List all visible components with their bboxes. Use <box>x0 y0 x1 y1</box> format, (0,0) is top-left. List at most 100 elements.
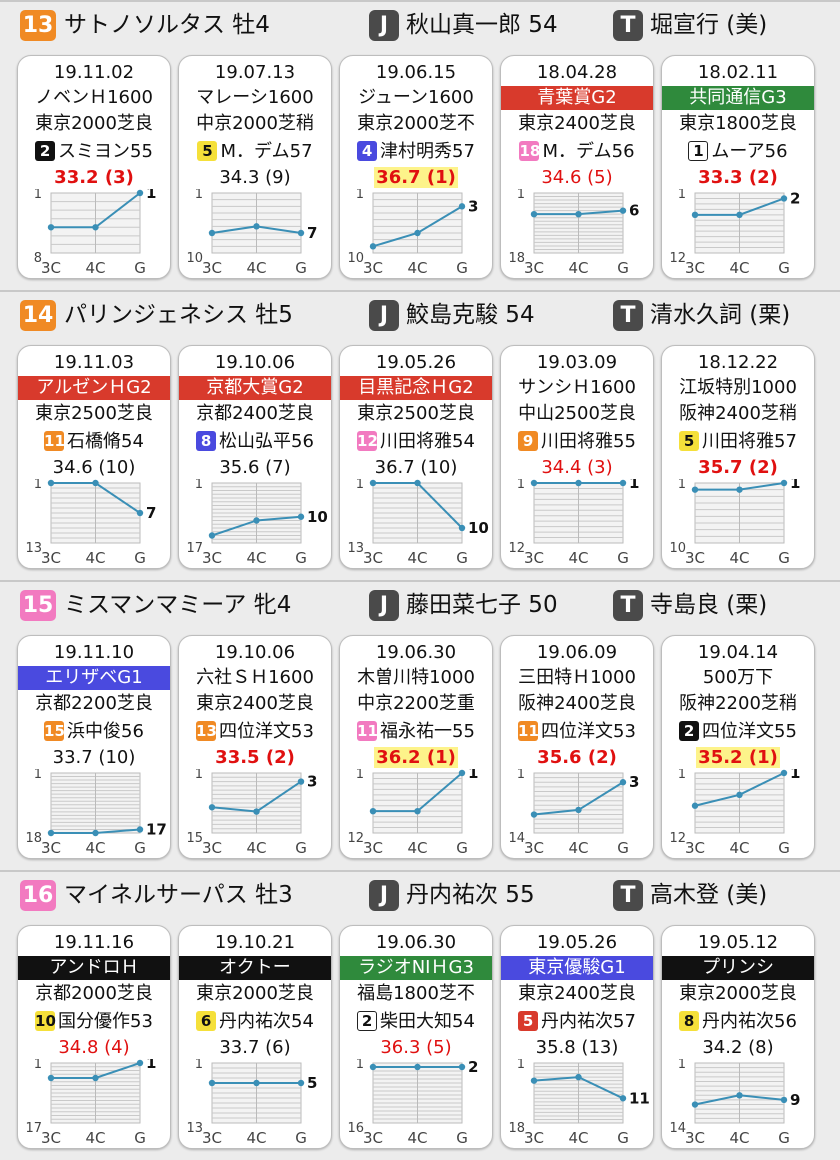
past-race-card[interactable]: 18.02.11 共同通信G3 東京1800芝良 1 ムーア56 33.3 (2) 1 12 3… <box>661 55 815 279</box>
position-point <box>575 479 582 487</box>
position-point <box>736 486 743 493</box>
gate-number-badge: 2 <box>357 1011 378 1031</box>
position-point <box>619 207 627 214</box>
trainer-badge-icon: T <box>613 880 643 911</box>
race-course: 東京2500芝良 <box>35 403 153 424</box>
position-chart: 1 18 3C 4C G 6 <box>501 189 653 278</box>
position-point <box>619 1095 627 1102</box>
gate-number-badge: 11 <box>518 721 539 741</box>
horse-separator <box>0 580 840 582</box>
horse-name[interactable]: パリンジェネシス 牡5 <box>64 302 293 328</box>
last3f-time-position: 35.6 (2) <box>501 747 653 769</box>
position-point <box>136 509 144 517</box>
chart-axis-bottom-label: 12 <box>669 251 686 266</box>
race-course: 東京2000芝不 <box>357 113 475 134</box>
gate-number-badge: 11 <box>44 431 65 451</box>
past-race-card[interactable]: 19.10.06 六社ＳＨ1600 東京2400芝良 13 四位洋文53 33.5 (2)… <box>178 635 332 859</box>
chart-axis-bottom-label: 10 <box>669 541 686 556</box>
gate-number-badge: 2 <box>35 141 56 161</box>
past-race-card[interactable]: 19.04.14 500万下 阪神2200芝稍 2 四位洋文55 35.2 (1) 1 12 3… <box>661 635 815 859</box>
past-race-card[interactable]: 19.11.03 アルゼンＨG2 東京2500芝良 11 石橋脩54 34.6 (10) 1… <box>17 345 171 569</box>
race-jockey: 福永祐一55 <box>380 721 475 742</box>
position-point <box>253 1079 260 1087</box>
chart-axis-bottom-label: 18 <box>25 831 42 846</box>
finish-position-label: 3 <box>468 197 478 215</box>
position-point <box>736 211 743 219</box>
past-race-card[interactable]: 19.11.10 エリザベG1 京都2200芝良 15 浜中俊56 33.7 (10) 1 1… <box>17 635 171 859</box>
past-race-card[interactable]: 18.12.22 江坂特別1000 阪神2400芝稍 5 川田将雅57 35.7 (2) 1… <box>661 345 815 569</box>
position-point <box>208 532 216 539</box>
race-jockey: 柴田大知54 <box>380 1011 475 1032</box>
chart-x-tick-label: 4C <box>407 839 427 857</box>
chart-axis-top-label: 1 <box>356 769 364 782</box>
chart-axis-bottom-label: 16 <box>347 1121 364 1136</box>
past-race-card[interactable]: 19.05.26 東京優駿G1 東京2400芝良 5 丹内祐次57 35.8 (13) 1 1… <box>500 925 654 1149</box>
chart-x-tick-label: 3C <box>685 1129 705 1147</box>
time-position-text: 35.6 (7) <box>219 457 291 478</box>
past-race-card[interactable]: 19.11.16 アンドロＨ 京都2000芝良 10 国分優作53 34.8 (4) 1 17… <box>17 925 171 1149</box>
past-race-card[interactable]: 19.05.26 目黒記念ＨG2 東京2500芝良 12 川田将雅54 36.7 (10)… <box>339 345 493 569</box>
race-date: 19.04.14 <box>697 642 779 663</box>
past-race-card[interactable]: 19.06.30 ラジオNIＨG3 福島1800芝不 2 柴田大知54 36.3 (5) 1… <box>339 925 493 1149</box>
past-race-card[interactable]: 19.06.30 木曽川特1000 中京2200芝重 11 福永祐一55 36.2 (1)… <box>339 635 493 859</box>
position-point <box>136 826 144 833</box>
position-point <box>253 223 260 230</box>
race-name: 三田特Ｈ1000 <box>518 667 636 688</box>
race-date: 19.11.02 <box>53 62 135 83</box>
chart-x-tick-label: 3C <box>202 1129 222 1147</box>
past-race-card[interactable]: 19.03.09 サンシＨ1600 中山2500芝良 9 川田将雅55 34.4 (3) 1… <box>500 345 654 569</box>
chart-x-tick-label: 4C <box>85 259 105 277</box>
position-point <box>297 1079 305 1087</box>
gate-number-badge: 6 <box>196 1011 217 1031</box>
position-point <box>47 479 55 487</box>
position-point <box>47 1074 55 1082</box>
race-date: 19.10.21 <box>214 932 296 953</box>
past-race-card[interactable]: 19.06.15 ジューン1600 東京2000芝不 4 津村明秀57 36.7 (1) 1… <box>339 55 493 279</box>
race-jockey-row: 6 丹内祐次54 <box>179 1011 331 1033</box>
race-jockey-row: 11 福永祐一55 <box>340 721 492 743</box>
position-chart: 1 13 3C 4C G 5 <box>179 1059 331 1148</box>
past-race-card[interactable]: 19.11.02 ノベンＨ1600 東京2000芝良 2 スミヨン55 33.2 (3) 1… <box>17 55 171 279</box>
finish-position-label: 2 <box>790 189 800 207</box>
chart-axis-top-label: 1 <box>517 1059 525 1072</box>
chart-x-tick-label: 3C <box>202 839 222 857</box>
race-course: 東京2000芝良 <box>35 113 153 134</box>
race-date: 19.10.06 <box>214 642 296 663</box>
position-point <box>736 1092 743 1099</box>
past-race-card[interactable]: 19.07.13 マレーシ1600 中京2000芝稍 5 M．デム57 34.3 (9) 1… <box>178 55 332 279</box>
past-race-card[interactable]: 19.10.06 京都大賞G2 京都2400芝良 8 松山弘平56 35.6 (7) 1 17… <box>178 345 332 569</box>
jockey-badge-icon: J <box>369 300 399 331</box>
race-course: 中山2500芝良 <box>518 403 636 424</box>
race-date: 19.05.26 <box>375 352 457 373</box>
chart-axis-bottom-label: 17 <box>186 541 203 556</box>
finish-position-label: 10 <box>307 508 328 526</box>
horse-name[interactable]: サトノソルタス 牡4 <box>64 12 270 38</box>
position-point <box>691 486 699 493</box>
horse-block: 13 サトノソルタス 牡4 J 秋山真一郎 54 T 堀宣行 (美) 19.11.02 ノベン… <box>0 0 840 290</box>
past-race-card[interactable]: 19.06.09 三田特Ｈ1000 阪神2400芝良 11 四位洋文53 35.6 (2)… <box>500 635 654 859</box>
chart-x-tick-label: 3C <box>363 1129 383 1147</box>
horse-name[interactable]: マイネルサーパス 牡3 <box>64 882 293 908</box>
horse-number-badge: 13 <box>20 10 56 41</box>
past-race-card[interactable]: 18.04.28 青葉賞G2 東京2400芝良 18 M．デム56 34.6 (5) 1 18… <box>500 55 654 279</box>
chart-axis-bottom-label: 17 <box>25 1121 42 1136</box>
position-point <box>530 479 538 487</box>
horse-name[interactable]: ミスマンマミーア 牝4 <box>64 592 292 618</box>
time-position-text: 33.5 (2) <box>215 747 295 768</box>
chart-axis-top-label: 1 <box>195 189 203 202</box>
past-race-card[interactable]: 19.05.12 プリンシ 東京2000芝良 8 丹内祐次56 34.2 (8) 1 14 3C… <box>661 925 815 1149</box>
position-point <box>458 524 466 532</box>
position-chart: 1 18 3C 4C G 17 <box>18 769 170 858</box>
chart-x-tick-label: G <box>134 549 146 567</box>
race-course: 東京2400芝良 <box>518 113 636 134</box>
past-race-card[interactable]: 19.10.21 オクトー 東京2000芝良 6 丹内祐次54 33.7 (6) 1 13 3C… <box>178 925 332 1149</box>
chart-x-tick-label: 3C <box>41 259 61 277</box>
chart-x-tick-label: 3C <box>524 839 544 857</box>
race-jockey: スミヨン55 <box>58 141 153 162</box>
chart-x-tick-label: G <box>456 549 468 567</box>
